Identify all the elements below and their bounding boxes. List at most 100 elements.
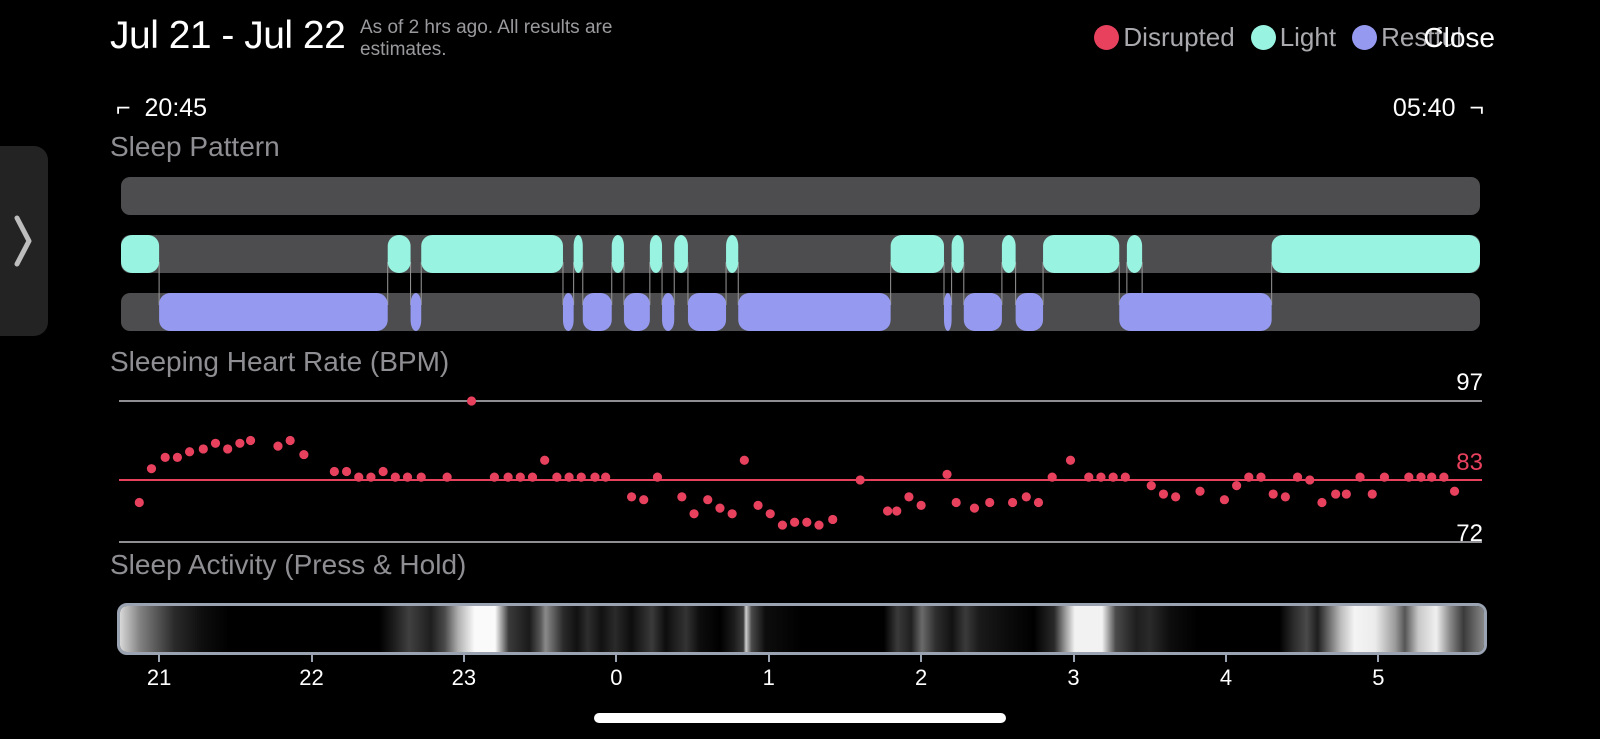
- hr-point: [790, 517, 800, 527]
- restful-segment: [410, 293, 422, 331]
- hr-point: [1416, 472, 1426, 482]
- hr-point: [1355, 472, 1365, 482]
- x-tick-mark: [1377, 652, 1380, 662]
- x-tick-mark: [615, 652, 618, 662]
- light-segment: [890, 235, 944, 273]
- hr-point: [652, 472, 663, 482]
- sleep-pattern-chart[interactable]: [121, 177, 1480, 331]
- hr-point: [639, 495, 649, 505]
- hr-point: [341, 466, 352, 477]
- hr-point: [904, 492, 914, 502]
- hr-point: [727, 509, 737, 519]
- x-tick-label: 1: [762, 665, 775, 690]
- hr-point: [1158, 489, 1169, 499]
- time-start-label: 20:45: [144, 94, 208, 122]
- hr-point: [134, 497, 144, 508]
- hr-point: [1232, 481, 1242, 491]
- hr-point: [366, 472, 376, 482]
- light-segment: [611, 235, 624, 273]
- hr-point: [855, 475, 865, 485]
- sleep-activity-bar[interactable]: [117, 603, 1487, 655]
- hr-point: [1244, 472, 1254, 482]
- x-tick-label: 3: [1067, 665, 1080, 690]
- heart-rate-label: Sleeping Heart Rate (BPM): [110, 346, 450, 377]
- hr-point: [552, 472, 562, 482]
- hr-point: [354, 472, 364, 482]
- date-range-title: Jul 21 - Jul 22: [110, 14, 346, 57]
- hr-point: [1341, 489, 1351, 499]
- side-panel-tab[interactable]: [0, 146, 48, 336]
- restful-segment: [943, 293, 952, 331]
- legend-item-disrupted: Disrupted: [1094, 22, 1235, 53]
- x-tick-label: 2: [915, 665, 928, 690]
- hr-point: [1367, 489, 1377, 499]
- hr-point: [951, 497, 961, 508]
- hr-point: [739, 455, 749, 465]
- hr-min-label: 72: [1456, 520, 1483, 547]
- hr-point: [1404, 472, 1414, 482]
- light-segments: [121, 235, 1480, 273]
- hr-points: [134, 396, 1460, 530]
- hr-point: [245, 435, 256, 446]
- hr-point: [390, 472, 400, 482]
- restful-segment: [1015, 293, 1044, 331]
- restful-segment: [582, 293, 612, 331]
- hr-point: [892, 506, 902, 516]
- hr-point: [882, 506, 893, 516]
- hr-point: [273, 441, 283, 451]
- hr-point: [814, 520, 824, 530]
- sleep-pattern-label: Sleep Pattern: [110, 131, 280, 162]
- hr-point: [942, 469, 952, 479]
- disrupted-track: [121, 177, 1480, 215]
- hr-point: [1449, 486, 1460, 496]
- heart-rate-chart[interactable]: 97 83 72: [119, 369, 1483, 547]
- activity-label: Sleep Activity (Press & Hold): [110, 549, 467, 580]
- hr-point: [1108, 472, 1118, 482]
- close-button[interactable]: Close: [1423, 22, 1495, 53]
- time-range-end[interactable]: 05:40 ¬: [1393, 94, 1484, 123]
- hr-point: [489, 472, 499, 482]
- legend-item-restful: Restful: [1352, 22, 1462, 53]
- x-tick-label: 21: [146, 665, 172, 690]
- light-segment: [1271, 235, 1480, 273]
- hr-point: [285, 435, 295, 446]
- hr-point: [1439, 472, 1449, 482]
- hr-point: [402, 472, 413, 482]
- hr-point: [223, 444, 233, 454]
- estimate-subtitle: As of 2 hrs ago. All results are estimat…: [360, 17, 613, 60]
- light-segment: [674, 235, 688, 273]
- hr-point: [1331, 489, 1341, 499]
- hr-point: [1007, 497, 1018, 508]
- hr-point: [1195, 486, 1205, 496]
- light-segment: [121, 235, 160, 273]
- restful-segment: [963, 293, 1002, 331]
- light-segment: [951, 235, 964, 273]
- home-indicator[interactable]: [594, 713, 1006, 723]
- x-tick-mark: [158, 652, 161, 662]
- hr-point: [146, 464, 157, 474]
- hr-point: [689, 509, 699, 519]
- hr-point: [1021, 492, 1031, 502]
- x-tick-mark: [310, 652, 313, 662]
- hr-point: [985, 497, 995, 508]
- hr-point: [828, 514, 838, 525]
- hr-point: [703, 495, 713, 505]
- hr-point: [1146, 481, 1156, 491]
- x-tick-mark: [767, 652, 770, 662]
- hr-point: [515, 472, 525, 482]
- light-segment: [387, 235, 411, 273]
- restful-segments: [159, 293, 1272, 331]
- hr-point: [235, 438, 245, 448]
- hr-point: [590, 472, 600, 482]
- hr-point: [1171, 492, 1181, 502]
- x-tick-label: 0: [610, 665, 623, 690]
- hr-point: [564, 472, 574, 482]
- hr-point: [753, 500, 763, 510]
- x-tick-mark: [1072, 652, 1075, 662]
- hr-point: [1084, 472, 1094, 482]
- hr-point: [1317, 497, 1327, 508]
- legend-dot-restful: [1352, 25, 1378, 50]
- legend-dot-disrupted: [1094, 25, 1120, 50]
- hr-point: [715, 503, 725, 513]
- time-range-start[interactable]: ⌐ 20:45: [116, 94, 207, 123]
